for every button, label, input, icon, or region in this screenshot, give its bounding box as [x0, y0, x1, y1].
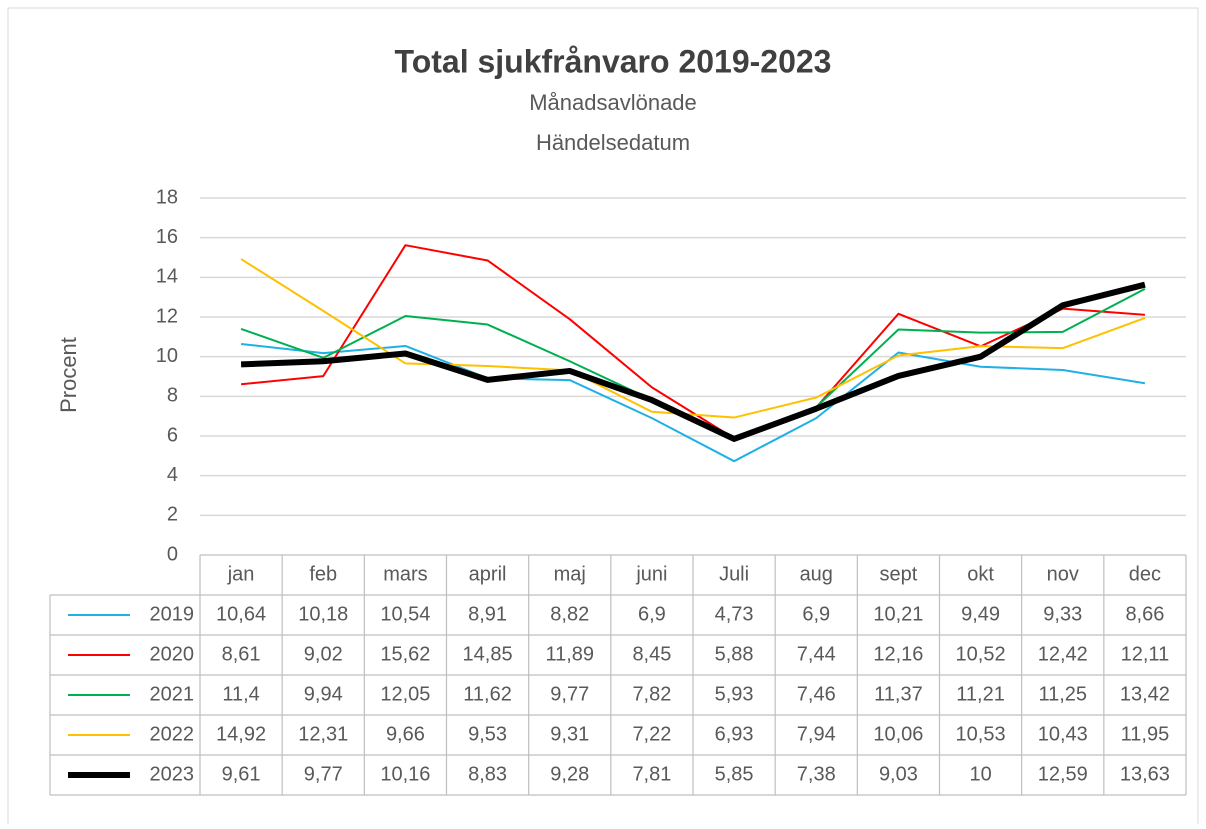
table-value: 10,43	[1038, 723, 1088, 745]
legend-label: 2021	[150, 683, 195, 705]
x-tick-label: feb	[309, 563, 337, 585]
y-tick-label: 4	[167, 464, 178, 486]
table-value: 8,91	[468, 603, 507, 625]
series-line	[240, 244, 1145, 440]
table-value: 10,06	[873, 723, 923, 745]
table-value: 9,28	[550, 763, 589, 785]
table-value: 7,22	[632, 723, 671, 745]
table-value: 5,85	[715, 763, 754, 785]
x-tick-label: jan	[227, 563, 255, 585]
table-value: 11,95	[1121, 723, 1170, 745]
table-value: 11,21	[956, 683, 1005, 705]
x-tick-label: nov	[1047, 563, 1079, 585]
legend-label: 2022	[150, 723, 195, 745]
table-value: 9,53	[468, 723, 507, 745]
series-line	[240, 342, 1146, 463]
table-value: 7,82	[632, 683, 671, 705]
x-tick-label: mars	[383, 563, 427, 585]
table-value: 8,66	[1125, 603, 1164, 625]
table-value: 9,49	[961, 603, 1000, 625]
legend-label: 2020	[150, 643, 195, 665]
table-value: 9,61	[222, 763, 261, 785]
table-value: 10,64	[216, 603, 266, 625]
x-tick-label: sept	[880, 563, 918, 585]
table-value: 9,03	[879, 763, 918, 785]
table-value: 7,46	[797, 683, 836, 705]
table-value: 9,02	[304, 643, 343, 665]
y-tick-label: 18	[156, 186, 178, 208]
table-value: 11,4	[222, 683, 259, 705]
chart-frame	[7, 7, 1199, 829]
table-value: 8,83	[468, 763, 507, 785]
table-value: 12,05	[380, 683, 430, 705]
table-value: 6,9	[802, 603, 830, 625]
y-tick-label: 10	[156, 345, 178, 367]
table-value: 8,61	[222, 643, 261, 665]
chart-title: Total sjukfrånvaro 2019-2023	[395, 43, 832, 79]
table-value: 13,42	[1120, 683, 1170, 705]
table-value: 6,9	[638, 603, 666, 625]
table-value: 15,62	[380, 643, 430, 665]
x-tick-label: okt	[967, 563, 994, 585]
table-value: 5,88	[715, 643, 754, 665]
table-value: 9,31	[550, 723, 589, 745]
table-value: 12,42	[1038, 643, 1088, 665]
y-tick-label: 12	[156, 305, 178, 327]
series-line	[240, 281, 1146, 442]
table-value: 11,62	[463, 683, 512, 705]
legend-label: 2019	[150, 603, 195, 625]
y-tick-label: 16	[156, 226, 178, 248]
table-value: 8,45	[632, 643, 671, 665]
y-tick-label: 0	[167, 543, 178, 565]
table-value: 12,59	[1038, 763, 1088, 785]
table-value: 11,37	[874, 683, 923, 705]
y-axis-label: Procent	[56, 337, 81, 413]
y-tick-label: 6	[167, 424, 178, 446]
table-value: 7,38	[797, 763, 836, 785]
x-tick-label: juni	[635, 563, 667, 585]
table-value: 10,54	[380, 603, 430, 625]
x-tick-label: maj	[554, 563, 586, 585]
table-value: 10,53	[956, 723, 1006, 745]
table-value: 10,21	[873, 603, 923, 625]
table-value: 5,93	[715, 683, 754, 705]
table-value: 13,63	[1120, 763, 1170, 785]
table-value: 9,94	[304, 683, 343, 705]
table-value: 12,11	[1121, 643, 1170, 665]
table-value: 10,18	[298, 603, 348, 625]
table-value: 14,85	[463, 643, 513, 665]
table-value: 7,94	[797, 723, 836, 745]
x-tick-label: aug	[800, 563, 833, 585]
table-value: 8,82	[550, 603, 589, 625]
table-value: 6,93	[715, 723, 754, 745]
table-value: 14,92	[216, 723, 266, 745]
y-tick-label: 8	[167, 385, 178, 407]
table-value: 12,31	[298, 723, 348, 745]
table-value: 7,81	[632, 763, 671, 785]
table-value: 10	[969, 763, 991, 785]
table-value: 10,52	[956, 643, 1006, 665]
x-tick-label: dec	[1129, 563, 1161, 585]
table-value: 9,66	[386, 723, 425, 745]
table-value: 9,77	[550, 683, 589, 705]
x-tick-label: Juli	[719, 563, 749, 585]
x-tick-label: april	[469, 563, 507, 585]
table-value: 4,73	[715, 603, 754, 625]
table-value: 9,77	[304, 763, 343, 785]
y-tick-label: 2	[167, 504, 178, 526]
table-value: 10,16	[380, 763, 430, 785]
legend-label: 2023	[150, 763, 195, 785]
table-value: 12,16	[873, 643, 923, 665]
table-value: 7,44	[797, 643, 836, 665]
table-value: 11,25	[1038, 683, 1087, 705]
chart-subtitle: Händelsedatum	[536, 130, 690, 155]
chart-subtitle: Månadsavlönade	[529, 90, 697, 115]
table-value: 11,89	[545, 643, 594, 665]
table-value: 9,33	[1043, 603, 1082, 625]
y-tick-label: 14	[156, 266, 178, 288]
